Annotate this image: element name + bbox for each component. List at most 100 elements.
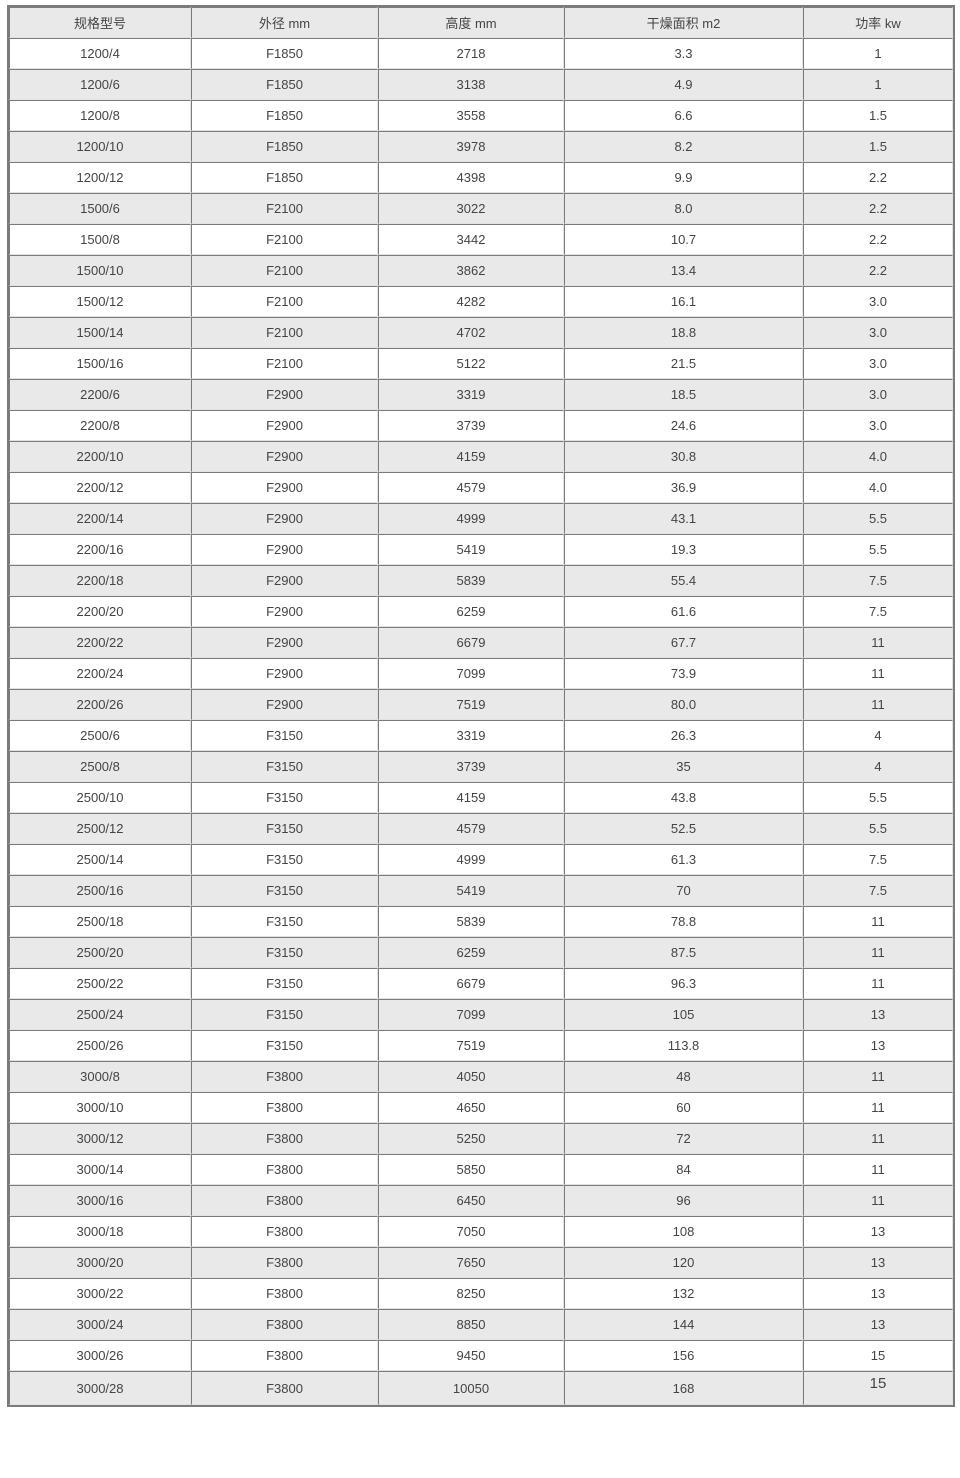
cell-model: 3000/12	[9, 1123, 191, 1154]
cell-od: F3150	[191, 813, 378, 844]
cell-power: 4.0	[803, 441, 953, 472]
cell-model: 1500/16	[9, 348, 191, 379]
cell-area: 61.3	[564, 844, 803, 875]
cell-area: 120	[564, 1247, 803, 1278]
cell-od: F2900	[191, 534, 378, 565]
cell-height: 8850	[378, 1309, 564, 1340]
column-header-od: 外径 mm	[191, 7, 378, 38]
table-row: 2200/8 F2900 3739 24.6 3.0	[9, 410, 953, 441]
cell-model: 3000/18	[9, 1216, 191, 1247]
column-header-power: 功率 kw	[803, 7, 953, 38]
cell-height: 3138	[378, 69, 564, 100]
cell-model: 2500/16	[9, 875, 191, 906]
cell-od: F2900	[191, 379, 378, 410]
cell-model: 3000/26	[9, 1340, 191, 1371]
cell-area: 43.8	[564, 782, 803, 813]
cell-od: F2100	[191, 224, 378, 255]
cell-power: 13	[803, 1216, 953, 1247]
cell-area: 36.9	[564, 472, 803, 503]
cell-od: F2100	[191, 348, 378, 379]
cell-model: 1200/6	[9, 69, 191, 100]
cell-power: 3.0	[803, 317, 953, 348]
cell-height: 4398	[378, 162, 564, 193]
table-row: 1200/8 F1850 3558 6.6 1.5	[9, 100, 953, 131]
cell-power: 1	[803, 69, 953, 100]
cell-power: 4	[803, 751, 953, 782]
cell-od: F3800	[191, 1123, 378, 1154]
cell-power: 2.2	[803, 162, 953, 193]
cell-power: 7.5	[803, 844, 953, 875]
cell-model: 2500/18	[9, 906, 191, 937]
cell-area: 18.8	[564, 317, 803, 348]
cell-height: 7099	[378, 658, 564, 689]
cell-od: F2900	[191, 503, 378, 534]
cell-area: 72	[564, 1123, 803, 1154]
cell-area: 80.0	[564, 689, 803, 720]
cell-height: 3558	[378, 100, 564, 131]
cell-area: 8.0	[564, 193, 803, 224]
cell-power: 11	[803, 658, 953, 689]
cell-height: 7519	[378, 689, 564, 720]
cell-area: 132	[564, 1278, 803, 1309]
cell-area: 30.8	[564, 441, 803, 472]
cell-od: F1850	[191, 38, 378, 69]
cell-od: F2900	[191, 441, 378, 472]
table-row: 1500/12 F2100 4282 16.1 3.0	[9, 286, 953, 317]
cell-area: 168	[564, 1371, 803, 1405]
cell-height: 8250	[378, 1278, 564, 1309]
cell-power: 11	[803, 1154, 953, 1185]
cell-od: F3150	[191, 906, 378, 937]
cell-od: F2100	[191, 255, 378, 286]
cell-model: 2500/26	[9, 1030, 191, 1061]
cell-power: 5.5	[803, 534, 953, 565]
cell-height: 3862	[378, 255, 564, 286]
cell-height: 4999	[378, 503, 564, 534]
cell-area: 60	[564, 1092, 803, 1123]
cell-area: 70	[564, 875, 803, 906]
cell-height: 5122	[378, 348, 564, 379]
table-header: 规格型号 外径 mm 高度 mm 干燥面积 m2 功率 kw	[9, 7, 953, 38]
cell-area: 4.9	[564, 69, 803, 100]
cell-area: 96.3	[564, 968, 803, 999]
cell-model: 1200/12	[9, 162, 191, 193]
cell-area: 52.5	[564, 813, 803, 844]
column-header-model: 规格型号	[9, 7, 191, 38]
table-row: 1200/12 F1850 4398 9.9 2.2	[9, 162, 953, 193]
cell-height: 2718	[378, 38, 564, 69]
cell-power: 5.5	[803, 813, 953, 844]
cell-power: 1.5	[803, 100, 953, 131]
table-row: 2200/14 F2900 4999 43.1 5.5	[9, 503, 953, 534]
cell-area: 84	[564, 1154, 803, 1185]
cell-power: 3.0	[803, 348, 953, 379]
cell-area: 9.9	[564, 162, 803, 193]
cell-power: 7.5	[803, 565, 953, 596]
cell-model: 2500/10	[9, 782, 191, 813]
cell-od: F2900	[191, 472, 378, 503]
cell-power: 11	[803, 906, 953, 937]
cell-model: 2500/24	[9, 999, 191, 1030]
cell-height: 5839	[378, 565, 564, 596]
cell-area: 55.4	[564, 565, 803, 596]
cell-od: F3800	[191, 1061, 378, 1092]
table-row: 3000/8 F3800 4050 48 11	[9, 1061, 953, 1092]
cell-height: 3739	[378, 410, 564, 441]
cell-od: F1850	[191, 69, 378, 100]
cell-power: 4	[803, 720, 953, 751]
cell-od: F3150	[191, 720, 378, 751]
table-row: 3000/10 F3800 4650 60 11	[9, 1092, 953, 1123]
cell-model: 3000/24	[9, 1309, 191, 1340]
cell-power: 2.2	[803, 224, 953, 255]
cell-power: 13	[803, 1247, 953, 1278]
table-row: 3000/12 F3800 5250 72 11	[9, 1123, 953, 1154]
cell-model: 3000/14	[9, 1154, 191, 1185]
cell-model: 3000/22	[9, 1278, 191, 1309]
cell-od: F3150	[191, 968, 378, 999]
cell-od: F2100	[191, 317, 378, 348]
cell-model: 2200/26	[9, 689, 191, 720]
cell-model: 3000/20	[9, 1247, 191, 1278]
cell-model: 2200/10	[9, 441, 191, 472]
cell-area: 87.5	[564, 937, 803, 968]
cell-model: 3000/16	[9, 1185, 191, 1216]
cell-power: 5.5	[803, 503, 953, 534]
cell-power: 15	[803, 1340, 953, 1371]
